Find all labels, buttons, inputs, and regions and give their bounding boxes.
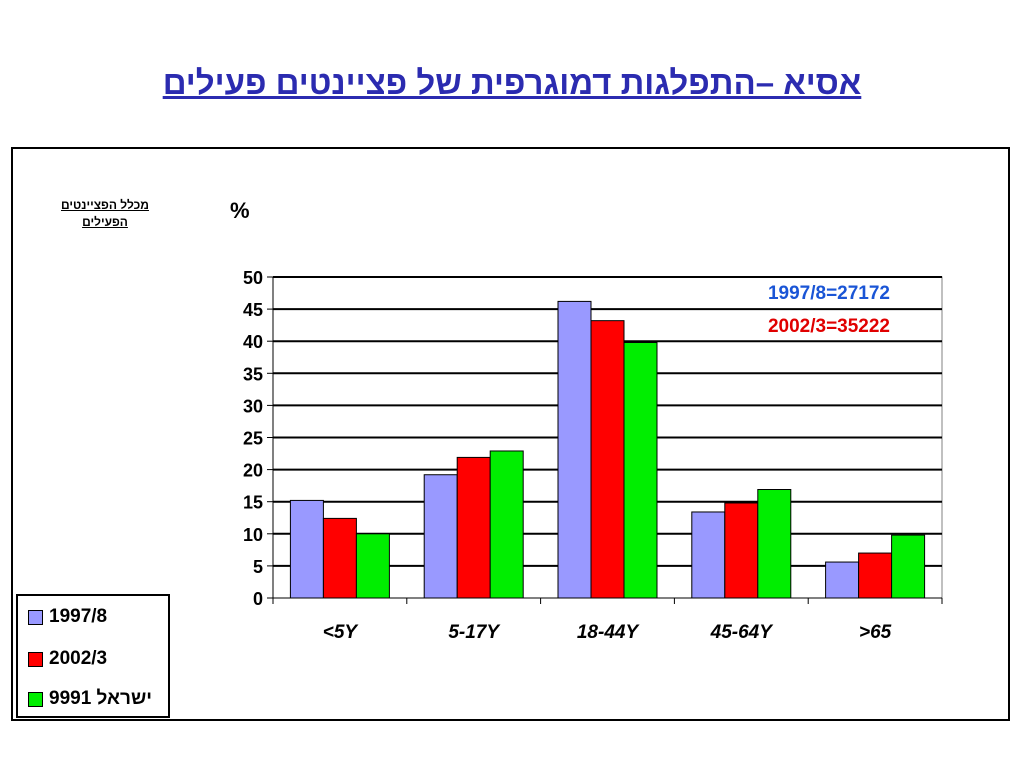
legend-label-israel: ישראל 9991 — [49, 688, 152, 709]
x-tick-label: <5Y — [323, 622, 360, 643]
y-tick-label: 45 — [243, 300, 263, 320]
legend-swatch-israel — [28, 691, 43, 707]
bar — [891, 534, 926, 599]
note-line-1: מכלל הפציינטים — [61, 198, 149, 212]
legend-item-2002: 2002/3 — [28, 648, 107, 670]
legend-swatch-1997 — [28, 609, 43, 625]
bar — [456, 456, 491, 599]
x-tick-label: 18-44Y — [577, 622, 641, 643]
bar — [355, 533, 390, 599]
y-tick-label: 20 — [243, 461, 263, 481]
annotation-1997: 1997/8=27172 — [767, 283, 890, 304]
bar — [623, 341, 658, 599]
population-note: מכלל הפציינטים הפעילים — [30, 197, 180, 231]
annotation-2002: 2002/3=35222 — [767, 316, 890, 337]
note-line-2: הפעילים — [82, 215, 128, 229]
y-tick-label: 50 — [243, 268, 263, 288]
y-tick-label: 35 — [243, 364, 263, 384]
x-tick-label: >65 — [859, 622, 892, 643]
bar — [423, 474, 458, 599]
bar — [322, 517, 357, 599]
page-title: אסיא –התפלגות דמוגרפית של פציינטים פעילי… — [162, 64, 862, 101]
legend-label-1997: 1997/8 — [49, 606, 108, 627]
bar — [691, 511, 726, 599]
legend-item-1997: 1997/8 — [28, 606, 107, 628]
legend-label-2002: 2002/3 — [49, 648, 108, 669]
bar — [289, 499, 324, 599]
y-tick-label: 25 — [243, 429, 263, 449]
bar — [489, 450, 524, 599]
y-tick-label: 15 — [243, 493, 263, 513]
legend: 1997/8 2002/3 ישראל 9991 — [16, 594, 170, 718]
bar — [757, 489, 792, 599]
y-tick-label: 30 — [243, 396, 263, 416]
bar — [590, 320, 625, 599]
chart-frame — [11, 147, 1010, 721]
legend-swatch-2002 — [28, 651, 43, 667]
bar — [557, 300, 592, 599]
bar — [858, 552, 893, 599]
bar — [825, 561, 860, 599]
y-tick-label: 0 — [253, 589, 263, 609]
legend-item-israel: ישראל 9991 — [28, 688, 152, 710]
y-tick-label: 40 — [243, 332, 263, 352]
y-axis-unit: % — [230, 198, 250, 223]
y-tick-label: 10 — [243, 525, 263, 545]
x-tick-label: 5-17Y — [448, 622, 501, 643]
bar — [724, 502, 759, 599]
x-tick-label: 45-64Y — [710, 622, 775, 643]
y-tick-label: 5 — [253, 557, 263, 577]
